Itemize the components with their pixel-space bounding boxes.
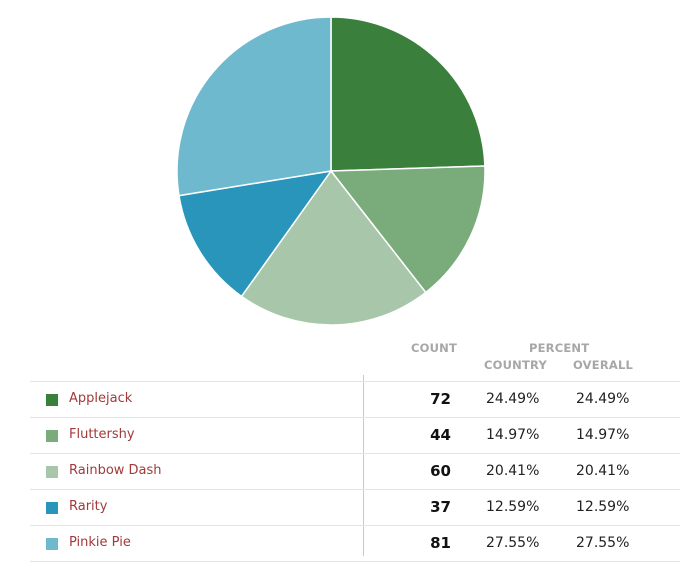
count-value: 60 bbox=[430, 462, 451, 480]
percent-overall-value: 27.55% bbox=[576, 535, 630, 551]
pie-slice-fluttershy[interactable] bbox=[329, 165, 486, 294]
legend-name-link[interactable]: Fluttershy bbox=[69, 427, 135, 442]
pie-chart bbox=[176, 16, 486, 326]
legend-swatch bbox=[46, 466, 58, 478]
legend-swatch bbox=[46, 502, 58, 514]
percent-country-value: 20.41% bbox=[486, 463, 540, 479]
percent-country-value: 24.49% bbox=[486, 391, 540, 407]
table-row: Applejack 72 24.49% 24.49% bbox=[30, 381, 680, 417]
legend-name-link[interactable]: Rainbow Dash bbox=[69, 463, 162, 478]
count-value: 81 bbox=[430, 534, 451, 552]
legend-name-link[interactable]: Pinkie Pie bbox=[69, 535, 131, 550]
overall-header: OVERALL bbox=[573, 358, 634, 372]
table-row: Rainbow Dash 60 20.41% 20.41% bbox=[30, 453, 680, 489]
percent-overall-value: 24.49% bbox=[576, 391, 630, 407]
table-row: Rarity 37 12.59% 12.59% bbox=[30, 489, 680, 525]
legend-name-link[interactable]: Rarity bbox=[69, 499, 108, 514]
pie-slice-applejack[interactable] bbox=[330, 16, 486, 172]
pie-slice-rarity[interactable] bbox=[178, 169, 333, 298]
count-value: 37 bbox=[430, 498, 451, 516]
table-row: Pinkie Pie 81 27.55% 27.55% bbox=[30, 525, 680, 562]
count-value: 44 bbox=[430, 426, 451, 444]
percent-overall-value: 20.41% bbox=[576, 463, 630, 479]
legend-swatch bbox=[46, 394, 58, 406]
table-row: Fluttershy 44 14.97% 14.97% bbox=[30, 417, 680, 453]
legend-table: Applejack 72 24.49% 24.49% Fluttershy 44… bbox=[30, 381, 680, 562]
legend-swatch bbox=[46, 538, 58, 550]
percent-header: PERCENT bbox=[529, 341, 590, 355]
country-header: COUNTRY bbox=[484, 358, 547, 372]
pie-slice-pinkie-pie[interactable] bbox=[176, 16, 332, 197]
count-header: COUNT bbox=[411, 341, 458, 355]
percent-country-value: 12.59% bbox=[486, 499, 540, 515]
pie-slice-rainbow-dash[interactable] bbox=[240, 169, 427, 326]
legend-name-link[interactable]: Applejack bbox=[69, 391, 133, 406]
percent-country-value: 14.97% bbox=[486, 427, 540, 443]
percent-overall-value: 14.97% bbox=[576, 427, 630, 443]
table-divider bbox=[363, 375, 364, 556]
percent-country-value: 27.55% bbox=[486, 535, 540, 551]
count-value: 72 bbox=[430, 390, 451, 408]
percent-overall-value: 12.59% bbox=[576, 499, 630, 515]
legend-swatch bbox=[46, 430, 58, 442]
